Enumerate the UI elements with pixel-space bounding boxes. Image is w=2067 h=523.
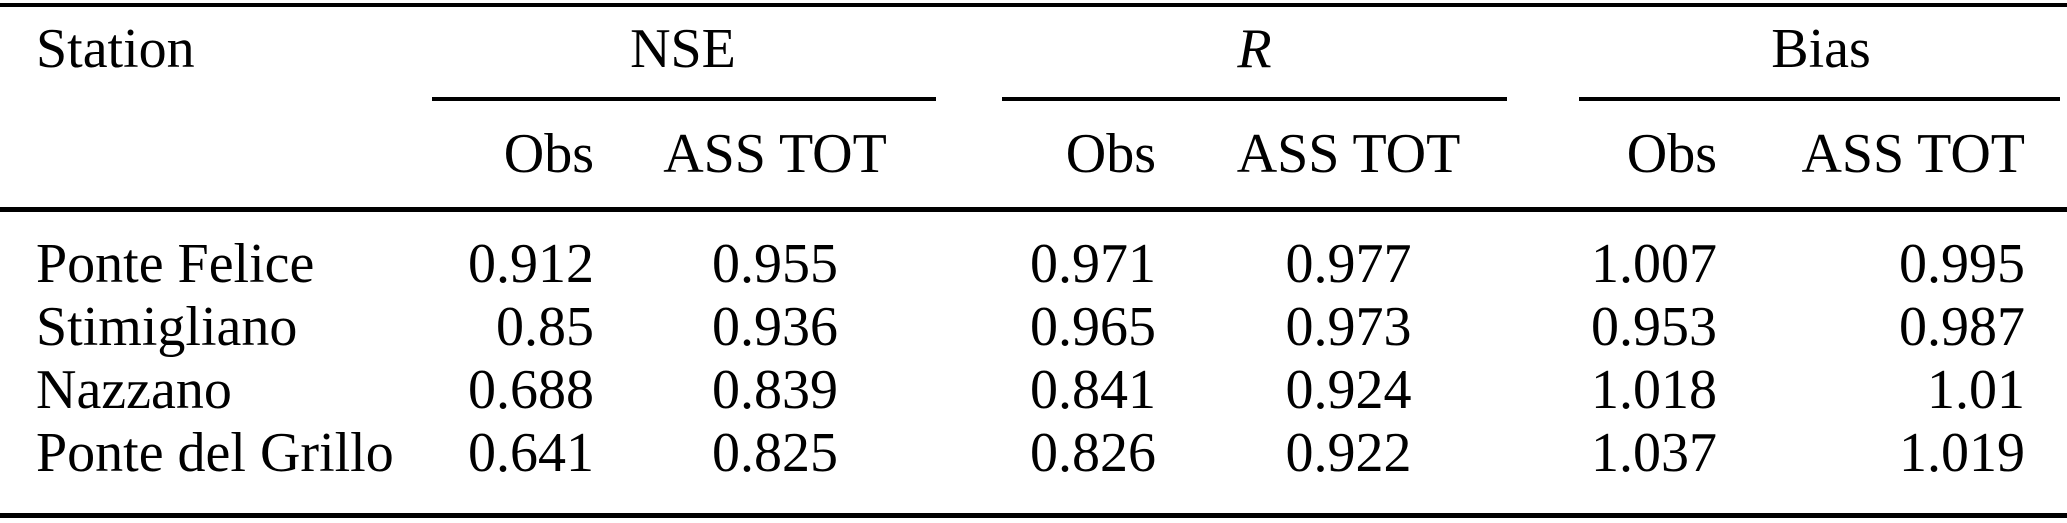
group-header-bias: Bias xyxy=(1771,17,1871,80)
value-nse-ass-tot: 0.839 xyxy=(712,358,838,421)
subheader-nse-obs: Obs xyxy=(503,123,594,185)
value-nse-obs: 0.688 xyxy=(468,358,594,421)
value-bias-obs: 1.007 xyxy=(1591,232,1717,295)
subheader-r-obs: Obs xyxy=(1065,123,1156,185)
group-header-r: R xyxy=(1237,17,1272,80)
value-bias-ass-tot: 1.01 xyxy=(1927,358,2025,421)
value-nse-obs: 0.641 xyxy=(468,421,594,484)
station-name: Ponte del Grillo xyxy=(36,421,394,484)
table-top-rule xyxy=(0,3,2067,7)
station-name: Ponte Felice xyxy=(36,232,315,295)
value-bias-ass-tot: 0.987 xyxy=(1899,295,2025,358)
value-r-ass-tot: 0.924 xyxy=(1285,358,1412,421)
nse-group-rule xyxy=(432,97,936,101)
value-r-obs: 0.826 xyxy=(1030,421,1156,484)
value-bias-obs: 1.018 xyxy=(1591,358,1717,421)
value-r-obs: 0.971 xyxy=(1030,232,1156,295)
value-bias-ass-tot: 1.019 xyxy=(1899,421,2025,484)
subheader-nse-ass-tot: ASS TOT xyxy=(663,123,887,185)
group-header-nse: NSE xyxy=(630,17,736,80)
header-body-rule xyxy=(0,207,2067,212)
value-nse-obs: 0.85 xyxy=(496,295,594,358)
station-name: Stimigliano xyxy=(36,295,298,358)
subheader-bias-ass-tot: ASS TOT xyxy=(1801,123,2025,185)
r-group-rule xyxy=(1002,97,1507,101)
value-bias-obs: 0.953 xyxy=(1591,295,1717,358)
value-r-obs: 0.965 xyxy=(1030,295,1156,358)
value-r-ass-tot: 0.973 xyxy=(1285,295,1412,358)
value-nse-obs: 0.912 xyxy=(468,232,594,295)
value-bias-obs: 1.037 xyxy=(1591,421,1717,484)
value-nse-ass-tot: 0.955 xyxy=(712,232,838,295)
subheader-bias-obs: Obs xyxy=(1626,123,1717,185)
station-column-header: Station xyxy=(36,17,195,80)
value-r-ass-tot: 0.922 xyxy=(1285,421,1412,484)
value-bias-ass-tot: 0.995 xyxy=(1899,232,2025,295)
table-bottom-rule xyxy=(0,513,2067,518)
value-r-obs: 0.841 xyxy=(1030,358,1156,421)
station-name: Nazzano xyxy=(36,358,232,421)
bias-group-rule xyxy=(1579,97,2060,101)
value-r-ass-tot: 0.977 xyxy=(1285,232,1412,295)
value-nse-ass-tot: 0.825 xyxy=(712,421,838,484)
value-nse-ass-tot: 0.936 xyxy=(712,295,838,358)
subheader-r-ass-tot: ASS TOT xyxy=(1236,123,1461,185)
